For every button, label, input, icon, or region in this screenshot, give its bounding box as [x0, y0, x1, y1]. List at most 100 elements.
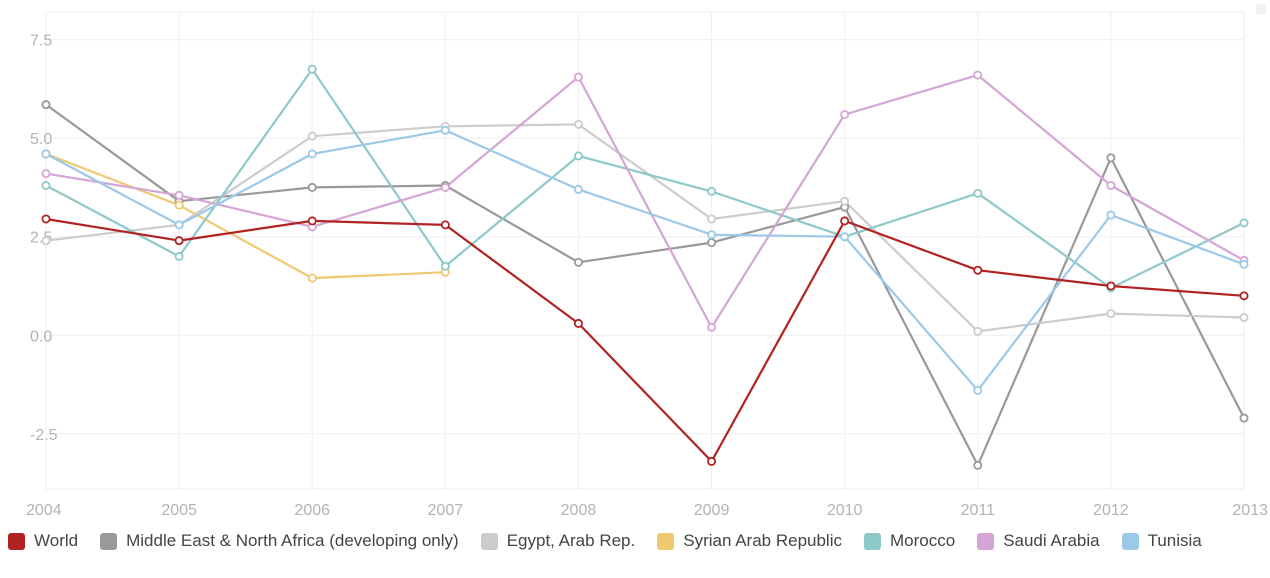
legend-label: Morocco: [890, 531, 956, 550]
data-point-world[interactable]: [573, 318, 583, 328]
data-point-middle-east-north-africa-developing-only[interactable]: [307, 182, 317, 192]
data-point-world[interactable]: [707, 456, 717, 466]
y-tick-label: 0.0: [30, 328, 52, 345]
data-point-middle-east-north-africa-developing-only[interactable]: [41, 100, 51, 110]
y-tick-label: -2.5: [30, 427, 58, 444]
legend-label: Middle East & North Africa (developing o…: [126, 531, 459, 550]
series-line-egypt-arab-rep: [45, 123, 1245, 333]
x-tick-label: 2004: [26, 502, 62, 519]
data-point-morocco[interactable]: [1239, 218, 1249, 228]
data-point-tunisia[interactable]: [707, 230, 717, 240]
series-line-syrian-arab-republic: [45, 152, 446, 280]
data-point-egypt-arab-rep[interactable]: [973, 326, 983, 336]
legend-swatch: [977, 532, 995, 550]
data-point-morocco[interactable]: [174, 251, 184, 261]
legend-item-middle-east-north-africa-developing-only[interactable]: Middle East & North Africa (developing o…: [100, 530, 459, 552]
data-point-middle-east-north-africa-developing-only[interactable]: [707, 238, 717, 248]
x-tick-label: 2005: [161, 502, 197, 519]
corner-mark: [1256, 4, 1266, 14]
data-point-morocco[interactable]: [707, 186, 717, 196]
data-point-morocco[interactable]: [973, 188, 983, 198]
data-point-egypt-arab-rep[interactable]: [1239, 313, 1249, 323]
data-point-tunisia[interactable]: [840, 232, 850, 242]
data-point-saudi-arabia[interactable]: [41, 169, 51, 179]
data-point-egypt-arab-rep[interactable]: [840, 196, 850, 206]
data-point-tunisia[interactable]: [1106, 210, 1116, 220]
data-point-morocco[interactable]: [573, 151, 583, 161]
legend-item-egypt-arab-rep[interactable]: Egypt, Arab Rep.: [480, 530, 635, 552]
series-line-morocco: [45, 68, 1245, 290]
y-tick-label: 7.5: [30, 33, 52, 50]
legend-swatch: [100, 532, 118, 550]
x-tick-label: 2006: [294, 502, 330, 519]
legend-label: Tunisia: [1147, 531, 1202, 550]
data-point-middle-east-north-africa-developing-only[interactable]: [1106, 153, 1116, 163]
legend-swatch: [864, 532, 881, 550]
y-tick-label: 5.0: [30, 131, 52, 148]
data-point-saudi-arabia[interactable]: [707, 322, 717, 332]
data-point-world[interactable]: [1106, 281, 1116, 291]
legend-item-morocco[interactable]: Morocco: [864, 530, 955, 552]
data-point-saudi-arabia[interactable]: [174, 190, 184, 200]
series-line-world: [45, 217, 1245, 463]
data-point-morocco[interactable]: [41, 180, 51, 190]
data-point-middle-east-north-africa-developing-only[interactable]: [1239, 413, 1249, 423]
data-point-egypt-arab-rep[interactable]: [1106, 309, 1116, 319]
data-point-world[interactable]: [1239, 291, 1249, 301]
data-point-syrian-arab-republic[interactable]: [307, 273, 317, 283]
data-point-middle-east-north-africa-developing-only[interactable]: [573, 257, 583, 267]
data-point-morocco[interactable]: [440, 261, 450, 271]
legend-item-saudi-arabia[interactable]: Saudi Arabia: [977, 530, 1100, 552]
data-point-egypt-arab-rep[interactable]: [707, 214, 717, 224]
x-tick-label: 2010: [827, 502, 863, 519]
data-point-saudi-arabia[interactable]: [973, 70, 983, 80]
data-point-egypt-arab-rep[interactable]: [41, 236, 51, 246]
legend-swatch: [1121, 532, 1139, 550]
data-point-egypt-arab-rep[interactable]: [573, 119, 583, 129]
series-line-saudi-arabia: [45, 74, 1245, 329]
legend: World Middle East & North Africa (develop…: [8, 530, 1258, 552]
data-point-world[interactable]: [174, 236, 184, 246]
series-lines: [45, 68, 1245, 467]
data-point-middle-east-north-africa-developing-only[interactable]: [973, 460, 983, 470]
data-point-egypt-arab-rep[interactable]: [307, 131, 317, 141]
data-point-tunisia[interactable]: [440, 125, 450, 135]
legend-item-syrian-arab-republic[interactable]: Syrian Arab Republic: [657, 530, 842, 552]
data-point-world[interactable]: [41, 214, 51, 224]
data-point-world[interactable]: [307, 216, 317, 226]
data-point-saudi-arabia[interactable]: [440, 182, 450, 192]
series-line-middle-east-north-africa-developing-only: [45, 103, 1245, 467]
data-point-syrian-arab-republic[interactable]: [174, 200, 184, 210]
legend-swatch: [480, 532, 498, 550]
legend-label: World: [34, 531, 79, 550]
x-tick-label: 2009: [694, 502, 730, 519]
data-point-tunisia[interactable]: [41, 149, 51, 159]
data-point-tunisia[interactable]: [174, 220, 184, 230]
legend-item-tunisia[interactable]: Tunisia: [1121, 530, 1202, 552]
x-tick-label: 2007: [428, 502, 464, 519]
data-point-tunisia[interactable]: [973, 385, 983, 395]
x-tick-label: 2012: [1093, 502, 1129, 519]
legend-swatch: [8, 532, 25, 550]
data-point-morocco[interactable]: [307, 64, 317, 74]
data-point-tunisia[interactable]: [307, 149, 317, 159]
data-point-tunisia[interactable]: [1239, 259, 1249, 269]
data-point-saudi-arabia[interactable]: [840, 109, 850, 119]
legend-swatch: [657, 532, 675, 550]
data-point-saudi-arabia[interactable]: [573, 72, 583, 82]
data-point-world[interactable]: [973, 265, 983, 275]
x-tick-label: 2011: [961, 502, 996, 519]
data-point-tunisia[interactable]: [573, 184, 583, 194]
legend-item-world[interactable]: World: [8, 530, 78, 552]
series-points: [41, 64, 1249, 470]
plot-frame: [45, 11, 1245, 490]
data-point-saudi-arabia[interactable]: [1106, 180, 1116, 190]
x-tick-label: 2013: [1232, 502, 1268, 519]
x-tick-label: 2008: [561, 502, 597, 519]
data-point-world[interactable]: [440, 220, 450, 230]
legend-label: Saudi Arabia: [1003, 531, 1100, 550]
data-point-world[interactable]: [840, 216, 850, 226]
series-line-tunisia: [45, 129, 1245, 392]
